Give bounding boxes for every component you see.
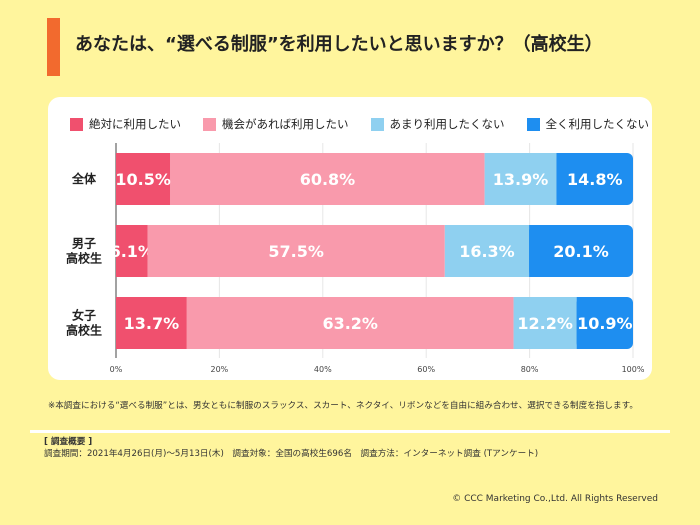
stacked-bar-chart: 0% 20% 40% 60% 80% 100% 全体 10.5% 60.8% 13.9% 14.8%… (66, 143, 645, 374)
bar-segment (116, 225, 148, 277)
legend-label: 絶対に利用したい (89, 117, 181, 131)
data-label: 13.9% (493, 170, 549, 189)
x-tick-label: 60% (417, 365, 435, 374)
legend-swatch (526, 117, 540, 131)
survey-summary: [ 調査概要 ] 調査期間：2021年4月26日(月)〜5月13日(木) 調査対… (44, 436, 538, 460)
bar-segment (116, 153, 171, 205)
legend-item: 全く利用したくない (526, 116, 650, 132)
x-tick-label: 40% (314, 365, 332, 374)
data-label: 6.1% (110, 242, 154, 261)
data-label: 13.7% (124, 314, 180, 333)
data-label: 14.8% (567, 170, 623, 189)
accent-bar (47, 18, 60, 76)
page-title: あなたは、“選べる制服”を利用したいと思いますか？（高校生） (75, 34, 603, 55)
data-label: 16.3% (459, 242, 515, 261)
x-tick-label: 100% (622, 365, 645, 374)
legend-label: 機会があれば利用したい (222, 117, 349, 131)
data-label: 60.8% (300, 170, 356, 189)
data-label: 20.1% (553, 242, 609, 261)
bar-segment (529, 225, 633, 277)
data-label: 10.9% (577, 314, 633, 333)
data-label: 57.5% (268, 242, 324, 261)
x-tick-label: 20% (211, 365, 229, 374)
category-label: 女子 (72, 308, 96, 323)
bar-segment (147, 225, 445, 277)
copyright: © CCC Marketing Co.,Ltd. All Rights Rese… (452, 494, 658, 504)
data-label: 12.2% (517, 314, 573, 333)
category-label: 高校生 (66, 323, 102, 338)
legend-item: 絶対に利用したい (70, 116, 181, 132)
legend: 絶対に利用したい 機会があれば利用したい あまり利用したくない 全く利用したくない (70, 116, 649, 132)
x-tick-label: 0% (110, 365, 123, 374)
legend-swatch (370, 117, 384, 131)
legend-item: 機会があれば利用したい (203, 116, 349, 132)
legend-swatch (70, 117, 83, 131)
footnote: ※本調査における“選べる制服”とは、男女ともに制服のスラックス、スカート、ネクタ… (48, 401, 638, 411)
bar-segment (513, 297, 577, 349)
summary-heading: [ 調査概要 ] (44, 437, 93, 447)
bar-segment (444, 225, 530, 277)
data-label: 63.2% (322, 314, 378, 333)
bar-segment-edge (576, 297, 587, 349)
bar-segment (116, 297, 187, 349)
legend-swatch (203, 117, 216, 131)
bar-segment-edge (529, 225, 540, 277)
summary-body: 調査期間：2021年4月26日(月)〜5月13日(木) 調査対象：全国の高校生6… (44, 449, 539, 459)
legend-label: 全く利用したくない (545, 117, 650, 131)
bar-segment-edge (556, 153, 567, 205)
legend-label: あまり利用したくない (389, 117, 505, 131)
bar-segment (484, 153, 557, 205)
bar-segment (170, 153, 485, 205)
bar-segment (576, 297, 633, 349)
x-tick-label: 80% (521, 365, 539, 374)
legend-item: あまり利用したくない (370, 116, 505, 132)
data-label: 10.5% (115, 170, 171, 189)
bar-segment (556, 153, 633, 205)
category-label: 男子 (72, 237, 96, 251)
bar-segment (186, 297, 514, 349)
divider (30, 430, 670, 433)
category-label: 高校生 (66, 251, 102, 266)
category-label: 全体 (71, 171, 97, 186)
